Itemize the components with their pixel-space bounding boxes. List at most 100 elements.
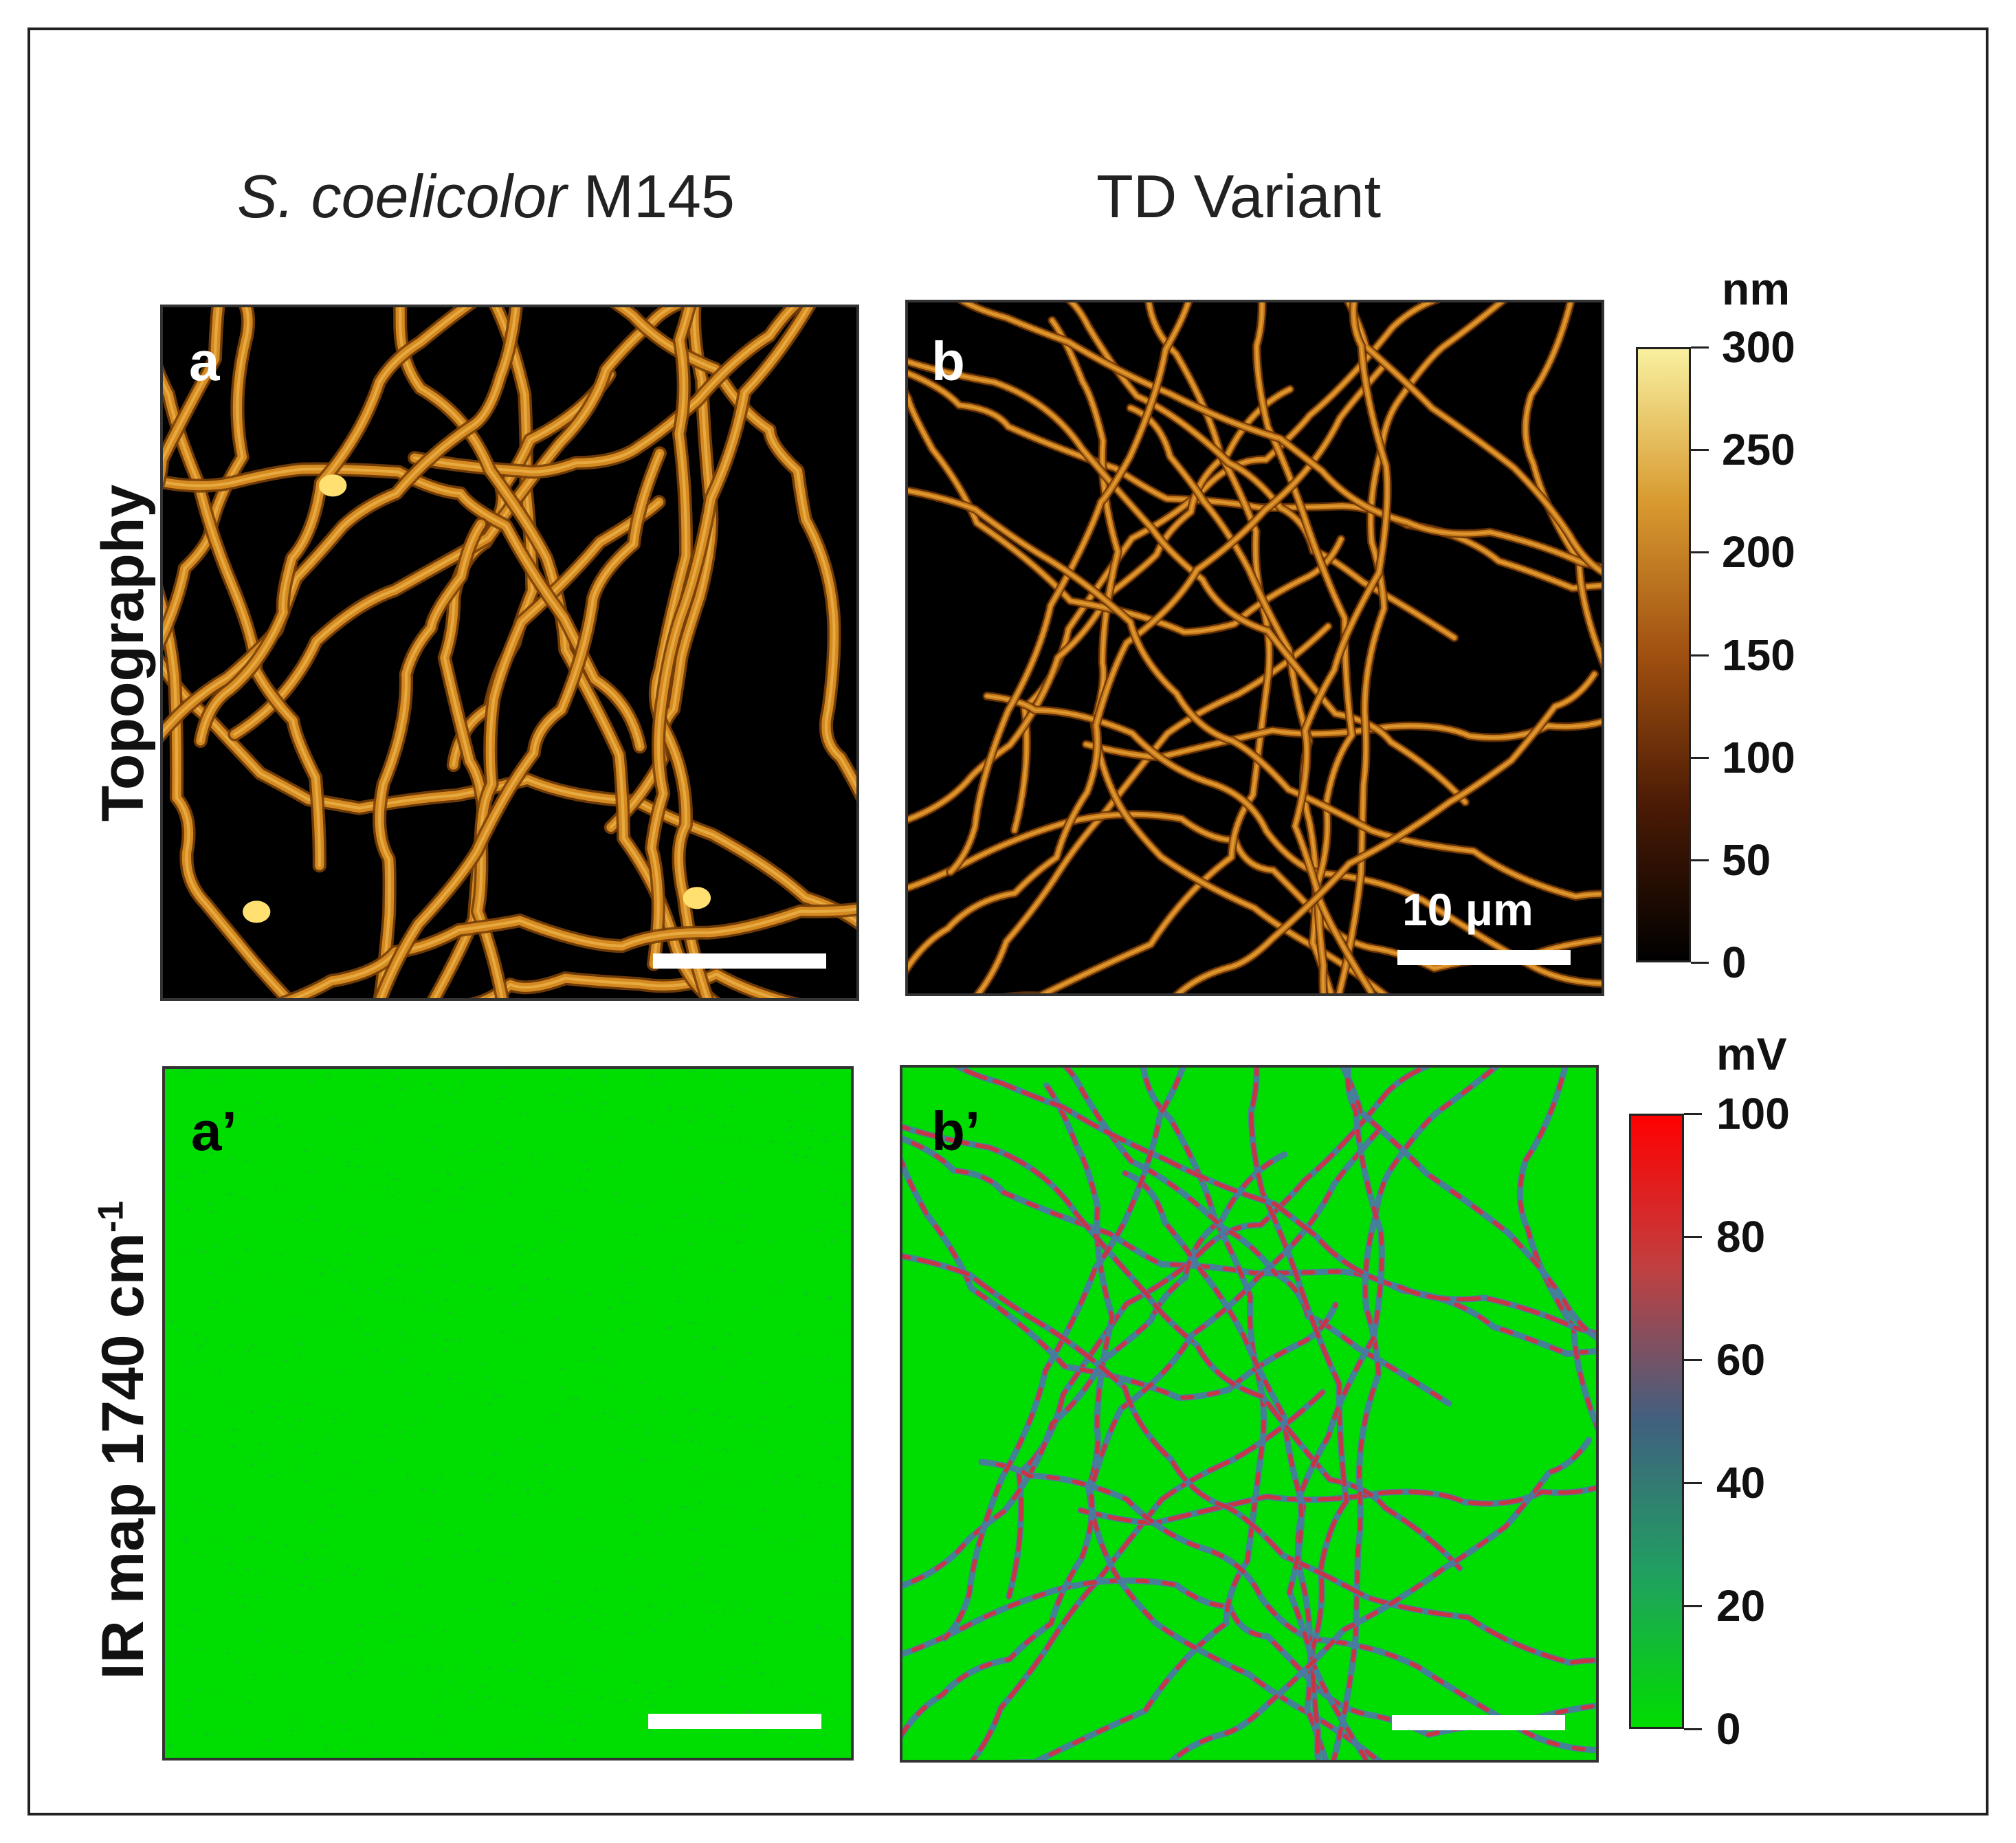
ir-noise-speck <box>476 1302 478 1304</box>
ir-noise-speck <box>331 1662 335 1664</box>
ir-noise-speck <box>430 1306 434 1308</box>
ir-noise-speck <box>496 1103 498 1105</box>
ir-noise-speck <box>521 1382 524 1384</box>
ir-noise-speck <box>709 1220 713 1222</box>
ir-noise-speck <box>243 1078 245 1080</box>
ir-noise-speck <box>722 1125 727 1127</box>
ir-noise-speck <box>362 1224 364 1226</box>
ir-noise-speck <box>534 1161 538 1163</box>
ir-noise-speck <box>189 1708 192 1710</box>
ir-noise-speck <box>193 1334 198 1336</box>
colorbar-topography-tick-label: 100 <box>1722 732 1795 782</box>
ir-noise-speck <box>786 1622 789 1624</box>
ir-noise-speck <box>646 1521 650 1523</box>
ir-noise-speck <box>518 1439 522 1441</box>
strain-name: M145 <box>566 162 735 230</box>
colorbar-ir <box>1629 1114 1684 1729</box>
ir-noise-speck <box>367 1257 371 1259</box>
ir-noise-speck <box>202 1171 207 1173</box>
ir-noise-speck <box>472 1397 474 1399</box>
ir-noise-speck <box>205 1503 209 1505</box>
colorbar-ir-unit: mV <box>1716 1028 1787 1079</box>
ir-noise-speck <box>201 1250 206 1252</box>
ir-noise-speck <box>626 1263 630 1265</box>
hypha-ridge <box>908 489 1602 898</box>
ir-noise-speck <box>789 1126 793 1128</box>
ir-noise-speck <box>601 1103 605 1105</box>
ir-noise-speck <box>418 1585 422 1587</box>
ir-noise-speck <box>249 1108 252 1110</box>
ir-noise-speck <box>830 1134 834 1136</box>
ir-noise-speck <box>605 1081 608 1083</box>
ir-noise-speck <box>571 1468 575 1470</box>
ir-noise-speck <box>417 1222 420 1224</box>
ir-noise-speck <box>270 1274 273 1276</box>
ir-noise-speck <box>572 1739 576 1741</box>
ir-noise-speck <box>698 1442 702 1444</box>
ir-noise-speck <box>443 1630 447 1632</box>
ir-noise-speck <box>725 1081 728 1083</box>
ir-noise-speck <box>192 1733 196 1735</box>
ir-noise-speck <box>631 1571 633 1573</box>
ir-noise-speck <box>546 1608 551 1610</box>
panel-label-a-prime: a’ <box>191 1101 237 1162</box>
hypha-ridge <box>1177 673 1596 993</box>
ir-noise-speck <box>447 1173 451 1176</box>
ir-noise-speck <box>290 1730 295 1732</box>
ir-noise-speck <box>237 1733 241 1735</box>
ir-noise-speck <box>452 1207 455 1209</box>
ir-noise-speck <box>825 1443 829 1445</box>
ir-noise-speck <box>417 1417 419 1419</box>
ir-noise-speck <box>350 1677 353 1679</box>
ir-noise-speck <box>406 1564 410 1566</box>
ir-noise-speck <box>760 1673 764 1675</box>
ir-noise-speck <box>788 1143 793 1145</box>
ir-noise-speck <box>590 1312 592 1314</box>
ir-noise-speck <box>542 1471 546 1473</box>
ir-noise-speck <box>788 1406 792 1409</box>
ir-noise-speck <box>397 1613 401 1615</box>
ir-noise-speck <box>694 1468 698 1470</box>
ir-noise-speck <box>277 1472 280 1474</box>
ir-noise-speck <box>334 1371 337 1373</box>
ir-noise-speck <box>439 1668 443 1670</box>
ir-noise-speck <box>209 1211 214 1213</box>
ir-noise-speck <box>750 1232 753 1234</box>
ir-noise-speck <box>183 1431 187 1433</box>
ir-noise-speck <box>523 1338 526 1340</box>
ir-noise-speck <box>324 1158 328 1160</box>
ir-noise-speck <box>648 1602 650 1604</box>
ir-noise-speck <box>199 1647 203 1649</box>
ir-noise-speck <box>671 1266 674 1268</box>
ir-noise-speck <box>730 1105 734 1107</box>
ir-noise-speck <box>527 1673 531 1675</box>
ir-noise-speck <box>673 1275 676 1277</box>
ir-noise-speck <box>669 1327 674 1329</box>
ir-map-text: IR map 1740 cm <box>90 1233 156 1680</box>
ir-noise-speck <box>555 1317 560 1319</box>
ir-noise-speck <box>409 1388 411 1390</box>
ir-noise-speck <box>491 1579 495 1581</box>
ir-noise-speck <box>492 1473 496 1475</box>
ir-noise-speck <box>753 1731 757 1733</box>
ir-noise-speck <box>600 1624 602 1626</box>
ir-noise-speck <box>250 1536 254 1538</box>
ir-noise-speck <box>720 1182 724 1184</box>
ir-noise-speck <box>552 1720 555 1722</box>
ir-noise-speck <box>425 1373 430 1376</box>
ir-noise-speck <box>293 1135 296 1137</box>
ir-noise-speck <box>415 1269 419 1271</box>
ir-noise-speck <box>838 1596 841 1598</box>
ir-noise-speck <box>390 1583 395 1585</box>
topography-bright-spot <box>683 887 711 909</box>
ir-noise-speck <box>316 1517 319 1519</box>
ir-noise-speck <box>479 1215 481 1217</box>
hypha-ridge <box>378 522 483 998</box>
colorbar-topography-tick-label: 200 <box>1722 527 1795 577</box>
ir-noise-speck <box>357 1644 362 1646</box>
ir-noise-speck <box>713 1736 717 1738</box>
ir-noise-speck <box>336 1514 340 1516</box>
ir-noise-speck <box>793 1154 797 1156</box>
ir-noise-speck <box>702 1074 706 1077</box>
ir-noise-speck <box>178 1396 180 1398</box>
